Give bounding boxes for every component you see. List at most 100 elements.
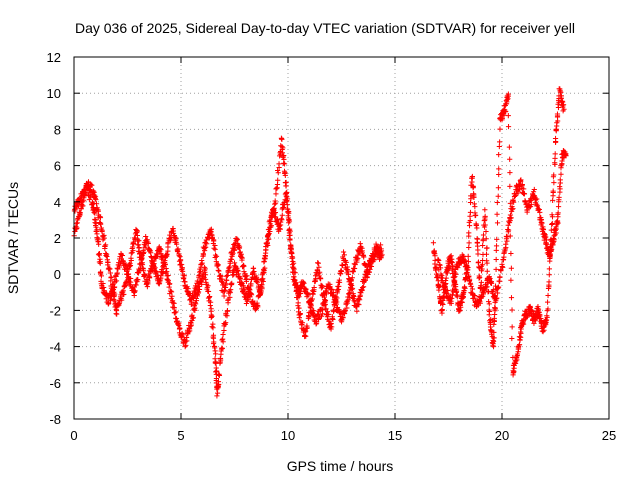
- data-point: [220, 336, 226, 342]
- data-point: [213, 259, 219, 265]
- data-point: [473, 212, 479, 218]
- data-point: [313, 276, 319, 282]
- data-point: [279, 136, 285, 142]
- data-point: [483, 228, 489, 235]
- x-tick-label: 0: [70, 428, 77, 443]
- data-point: [497, 274, 503, 280]
- x-tick-label: 25: [602, 428, 616, 443]
- y-tick-label: -8: [49, 412, 61, 427]
- data-point: [202, 272, 209, 278]
- data-point: [264, 240, 270, 246]
- data-point: [259, 284, 265, 290]
- data-point: [544, 314, 550, 320]
- data-point: [211, 238, 217, 244]
- data-point: [192, 305, 198, 311]
- data-point: [202, 269, 208, 275]
- data-point: [176, 252, 182, 259]
- data-point: [169, 293, 175, 299]
- data-point: [171, 300, 177, 307]
- data-point: [451, 278, 457, 285]
- data-point: [89, 201, 95, 207]
- data-point: [494, 236, 500, 242]
- data-point: [239, 255, 245, 261]
- data-point: [241, 263, 247, 269]
- data-point: [362, 277, 368, 283]
- data-point: [518, 330, 524, 337]
- data-point: [303, 333, 309, 339]
- data-point: [347, 294, 353, 300]
- data-point: [268, 218, 274, 225]
- data-point: [228, 287, 234, 293]
- data-point: [498, 267, 504, 274]
- data-point: [199, 260, 205, 266]
- data-point: [271, 205, 277, 211]
- data-point: [207, 302, 213, 309]
- data-point: [439, 307, 445, 314]
- data-point: [107, 270, 113, 276]
- data-point: [505, 123, 512, 130]
- data-point: [211, 339, 217, 345]
- data-point: [319, 283, 325, 289]
- data-point: [212, 246, 218, 252]
- data-point: [327, 284, 333, 290]
- data-point: [508, 250, 514, 257]
- x-tick-label: 5: [177, 428, 184, 443]
- data-point: [550, 189, 556, 196]
- data-point: [147, 247, 153, 253]
- data-point: [74, 225, 80, 231]
- data-point: [342, 308, 348, 314]
- data-point: [364, 274, 370, 280]
- data-point: [546, 284, 552, 290]
- data-point: [135, 242, 141, 248]
- data-point: [476, 264, 482, 270]
- data-point: [224, 277, 230, 283]
- data-point: [273, 186, 279, 192]
- data-point: [547, 251, 553, 257]
- data-point: [255, 302, 261, 309]
- data-point: [553, 226, 559, 232]
- data-point: [73, 226, 80, 232]
- data-point: [329, 287, 335, 293]
- data-point: [215, 267, 221, 274]
- data-point: [496, 143, 502, 150]
- data-point: [234, 267, 241, 273]
- data-point: [508, 265, 514, 271]
- data-point: [553, 126, 559, 132]
- data-point: [436, 287, 442, 293]
- data-point: [95, 251, 102, 257]
- data-point: [495, 285, 501, 291]
- data-point: [490, 287, 496, 293]
- data-point: [135, 277, 141, 283]
- y-tick-label: 12: [47, 50, 61, 65]
- data-point: [329, 324, 335, 330]
- data-point: [224, 307, 231, 314]
- data-point: [278, 216, 284, 222]
- data-point: [555, 204, 562, 210]
- data-point: [475, 259, 482, 265]
- data-point: [288, 249, 295, 256]
- data-point: [133, 282, 139, 288]
- data-point: [508, 295, 515, 301]
- data-point: [295, 300, 301, 306]
- data-point: [221, 327, 227, 334]
- data-point: [493, 243, 500, 249]
- data-point: [496, 171, 502, 178]
- data-point: [103, 252, 109, 259]
- data-point: [493, 256, 499, 263]
- data-point: [549, 212, 555, 218]
- y-tick-label: 10: [47, 86, 61, 101]
- data-point: [131, 240, 137, 247]
- data-point: [528, 202, 534, 208]
- data-point: [168, 289, 175, 295]
- data-point: [507, 156, 513, 162]
- data-point: [214, 393, 220, 399]
- data-point: [101, 284, 107, 291]
- data-point: [474, 225, 480, 231]
- data-point: [287, 226, 293, 232]
- data-point: [124, 271, 131, 278]
- data-point: [306, 314, 312, 320]
- data-point: [241, 286, 247, 292]
- data-point: [557, 186, 563, 192]
- data-point: [359, 250, 365, 256]
- data-point: [549, 221, 555, 228]
